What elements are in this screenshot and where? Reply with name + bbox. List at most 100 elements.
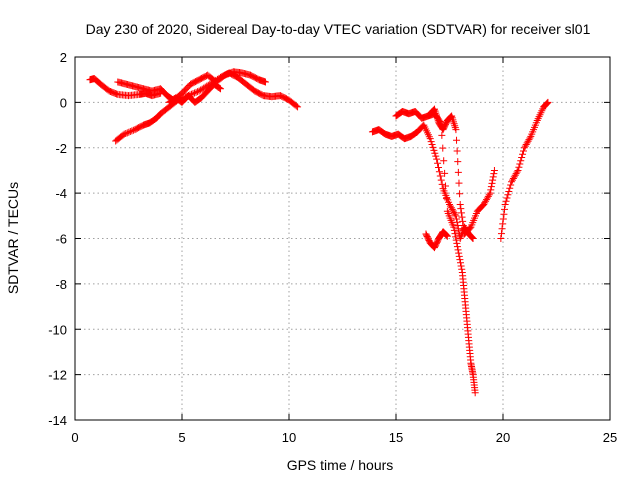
- data-point: [451, 230, 459, 238]
- data-point: [501, 205, 509, 213]
- x-tick-label: 10: [282, 430, 296, 445]
- series-track-4: [165, 80, 225, 106]
- y-tick-label: -12: [48, 368, 67, 383]
- data-point: [468, 233, 476, 241]
- data-point: [453, 147, 461, 155]
- data-point: [125, 128, 133, 136]
- data-point: [454, 246, 462, 254]
- data-point: [513, 168, 521, 176]
- data-point: [457, 209, 465, 217]
- data-point: [443, 232, 451, 240]
- data-point: [456, 200, 464, 208]
- series-track-2: [112, 69, 302, 145]
- data-point: [452, 212, 460, 220]
- series-track-6: [392, 107, 479, 397]
- y-tick-label: 0: [60, 95, 67, 110]
- data-point: [468, 234, 476, 242]
- axis-ticks: 0 5 10 15 20 25 -14 -12 -10 -8 -6 -4 -2 0 2: [48, 50, 617, 445]
- data-point: [427, 138, 435, 146]
- data-point: [499, 220, 507, 228]
- data-point: [503, 194, 511, 202]
- chart-title: Day 230 of 2020, Sidereal Day-to-day VTE…: [86, 21, 591, 37]
- y-tick-label: -14: [48, 413, 67, 428]
- data-point: [488, 179, 496, 187]
- data-point: [442, 182, 450, 190]
- data-point: [453, 136, 461, 144]
- x-tick-label: 5: [178, 430, 185, 445]
- data-point: [441, 169, 449, 177]
- data-point: [123, 129, 131, 137]
- data-point: [434, 159, 442, 167]
- data-point: [451, 122, 459, 130]
- data-point: [518, 153, 526, 161]
- x-tick-label: 0: [71, 430, 78, 445]
- data-point: [439, 144, 447, 152]
- data-point: [442, 195, 450, 203]
- data-point: [192, 88, 200, 96]
- data-point: [490, 170, 498, 178]
- data-point: [505, 188, 513, 196]
- data-point: [426, 135, 434, 143]
- data-point: [452, 233, 460, 241]
- data-point: [434, 164, 442, 172]
- data-point: [526, 134, 534, 142]
- data-point: [507, 181, 515, 189]
- x-tick-label: 20: [496, 430, 510, 445]
- data-point: [453, 215, 461, 223]
- data-point: [486, 189, 494, 197]
- data-point: [122, 129, 130, 137]
- data-point: [433, 155, 441, 163]
- data-point: [489, 173, 497, 181]
- data-point: [261, 78, 269, 86]
- x-tick-label: 15: [389, 430, 403, 445]
- data-point: [456, 235, 464, 242]
- data-point: [443, 232, 451, 240]
- data-point: [469, 235, 477, 242]
- series-track-8: [422, 228, 451, 252]
- data-point: [451, 210, 459, 218]
- data-point: [544, 98, 552, 106]
- data-point: [451, 124, 459, 132]
- data-point: [191, 89, 199, 97]
- data-point: [450, 120, 458, 128]
- data-point: [490, 166, 498, 174]
- data-point: [485, 191, 493, 199]
- data-point: [428, 141, 436, 149]
- data-point: [120, 130, 128, 138]
- data-point: [457, 231, 465, 239]
- data-point: [489, 176, 497, 184]
- data-point: [455, 252, 463, 260]
- data-point: [128, 127, 136, 135]
- data-point: [457, 205, 465, 213]
- data-point: [216, 84, 224, 92]
- data-point: [455, 249, 463, 257]
- data-point: [459, 222, 467, 230]
- data-point: [471, 389, 479, 397]
- data-point: [500, 210, 508, 218]
- data-point: [450, 226, 458, 234]
- data-point: [454, 168, 462, 176]
- data-point: [487, 183, 495, 191]
- data-point: [438, 180, 446, 188]
- grid-lines: [75, 57, 610, 420]
- data-point: [456, 190, 464, 198]
- data-point: [454, 158, 462, 166]
- data-point: [440, 157, 448, 165]
- y-tick-label: -8: [55, 277, 67, 292]
- data-point: [455, 179, 463, 187]
- data-point: [438, 131, 446, 139]
- data-point: [453, 243, 461, 251]
- y-tick-label: 2: [60, 50, 67, 65]
- y-tick-label: -6: [55, 232, 67, 247]
- data-point: [437, 176, 445, 184]
- x-tick-label: 25: [603, 430, 617, 445]
- data-point: [435, 168, 443, 176]
- data-point: [436, 172, 444, 180]
- data-point: [432, 152, 440, 160]
- data-point: [431, 149, 439, 157]
- data-point: [501, 200, 509, 208]
- data-point: [516, 160, 524, 168]
- data-point: [543, 99, 551, 107]
- data-point: [458, 213, 466, 221]
- data-point: [497, 230, 505, 238]
